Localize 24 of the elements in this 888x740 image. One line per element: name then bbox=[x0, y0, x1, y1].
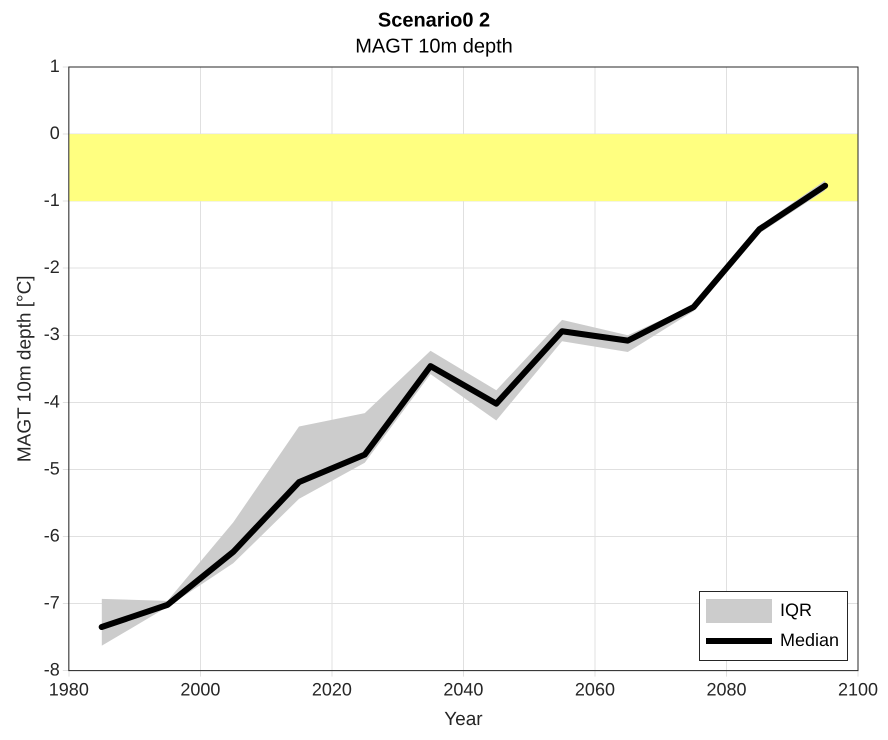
y-tick-label: -5 bbox=[44, 458, 60, 478]
chart-title: Scenario0 2 bbox=[378, 10, 490, 32]
x-tick-label: 2080 bbox=[706, 679, 746, 700]
y-tick-label: 0 bbox=[50, 123, 60, 144]
x-tick-label: 2060 bbox=[574, 679, 615, 700]
x-tick-label: 2040 bbox=[443, 679, 484, 700]
x-tick-label: 2000 bbox=[180, 679, 220, 700]
x-tick-label: 2100 bbox=[838, 679, 878, 700]
x-tick-label: 1980 bbox=[48, 679, 89, 700]
x-axis-title: Year bbox=[444, 708, 484, 730]
legend-box: IQR Median bbox=[698, 590, 848, 661]
y-tick-label: -8 bbox=[44, 660, 60, 680]
y-tick-label: 1 bbox=[50, 56, 60, 76]
x-tick-label: 2020 bbox=[312, 679, 352, 700]
y-tick-label: -6 bbox=[44, 525, 60, 546]
legend-label: Median bbox=[780, 630, 839, 652]
y-tick-label: -7 bbox=[44, 592, 60, 612]
chart-subtitle: MAGT 10m depth bbox=[355, 36, 513, 58]
annotation: IQR bbox=[780, 600, 812, 622]
y-tick-label: -3 bbox=[44, 324, 60, 344]
y-tick-label: -4 bbox=[44, 391, 60, 412]
y-tick-label: -1 bbox=[44, 190, 60, 210]
y-tick-label: -2 bbox=[44, 257, 60, 278]
y-axis-title: MAGT 10m depth [°C] bbox=[14, 275, 36, 462]
